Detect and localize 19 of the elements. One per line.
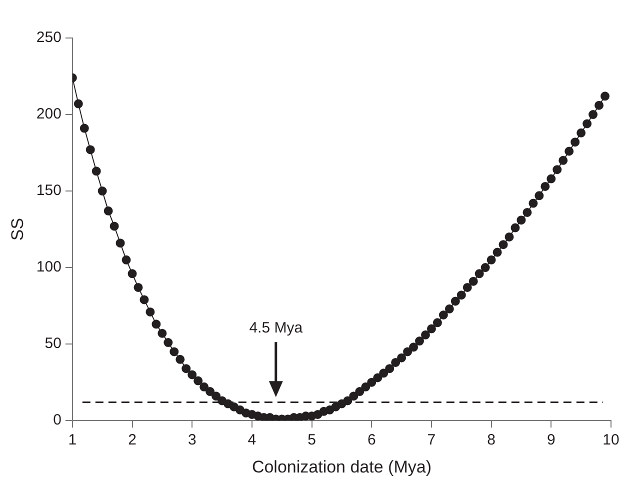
x-tick-label: 3 [188,432,196,449]
x-tick-label: 9 [546,432,556,449]
x-tick-label: 5 [308,432,316,449]
x-tick-label: 10 [602,432,620,449]
x-tick-label: 8 [487,432,496,449]
y-tick-label: 0 [53,412,62,429]
x-tick-label: 4 [248,432,256,449]
y-tick-label: 50 [44,335,62,352]
y-tick-label: 200 [36,106,62,123]
x-tick-label: 2 [128,432,136,449]
y-tick-label: 150 [36,182,62,200]
x-tick-label: 6 [367,432,376,449]
x-axis-title: Colonization date (Mya) [252,457,432,476]
y-axis-title: SS [8,218,27,241]
annotation: 4.5 Mya [249,320,304,337]
x-tick-label: 7 [427,432,436,449]
x-tick-label: 1 [68,432,77,449]
y-tick-label: 100 [36,258,62,276]
y-tick-label: 250 [36,29,62,46]
